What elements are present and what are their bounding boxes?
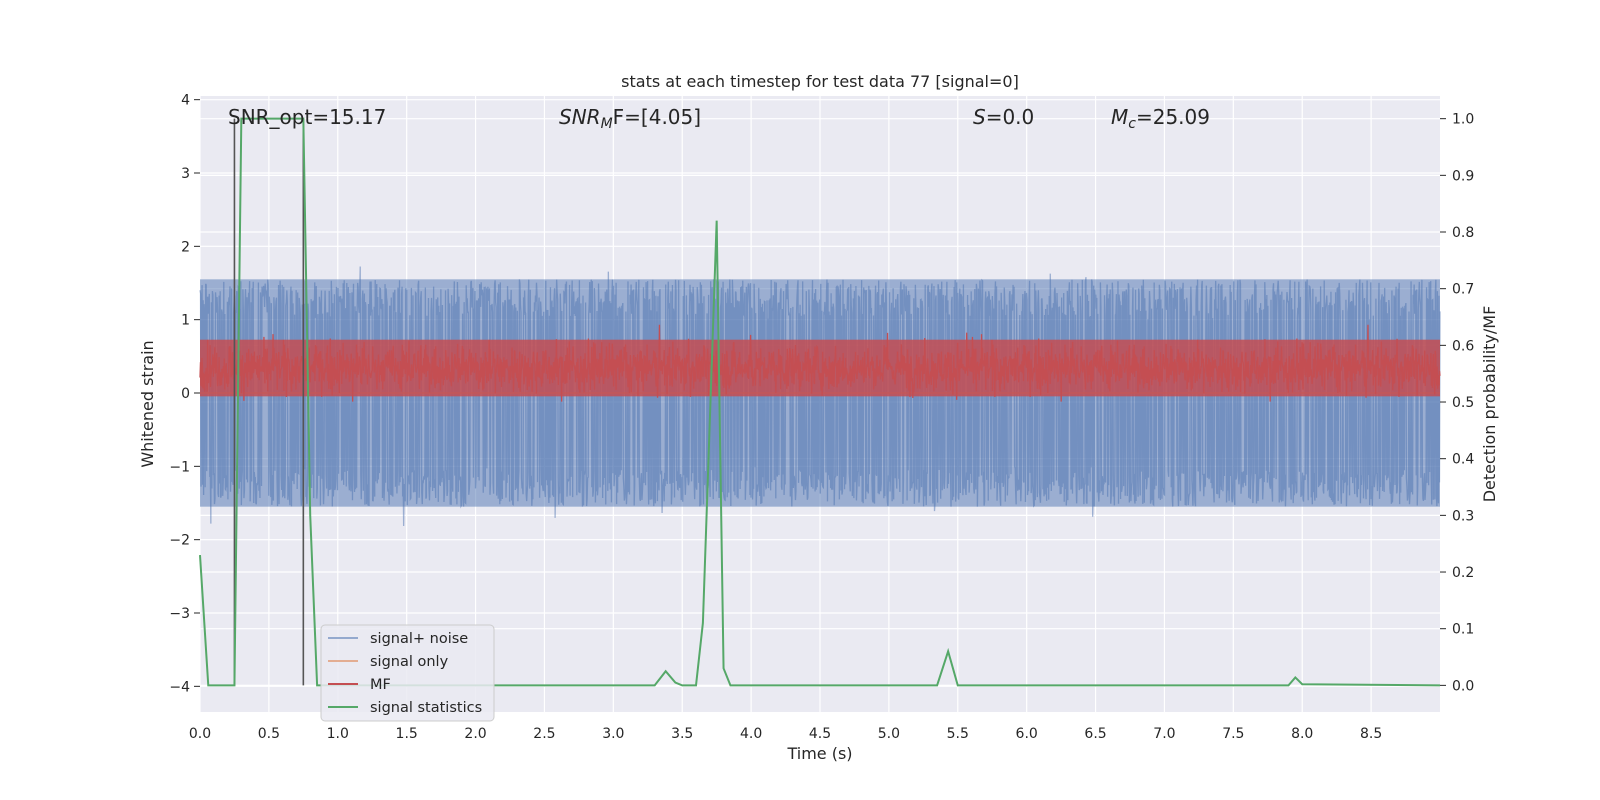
y-tick-label-left: −1 [169,459,190,475]
legend-label-mf: MF [370,677,391,693]
x-axis-label: Time (s) [786,744,852,763]
x-tick-label: 7.0 [1153,726,1175,742]
y-tick-label-left: −2 [169,533,190,549]
x-tick-label: 5.0 [878,726,900,742]
y-tick-label-right: 0.9 [1452,168,1474,184]
y-tick-label-right: 0.2 [1452,565,1474,581]
annotation-s: S=0.0 [973,105,1034,129]
chart-title: stats at each timestep for test data 77 … [621,72,1019,91]
legend: signal+ noise signal only MF signal stat… [320,624,495,722]
x-tick-label: 5.5 [947,726,969,742]
y-ticks-left: −4 −3 −2 −1 0 1 2 3 4 [169,93,200,695]
y-tick-label-right: 0.0 [1452,678,1474,694]
y-tick-label-left: 3 [181,166,190,182]
x-tick-label: 6.0 [1016,726,1038,742]
signal-statistics-line [199,117,1441,687]
series-mf [199,324,1441,402]
vertical-lines [233,118,305,686]
y-tick-label-right: 0.3 [1452,508,1474,524]
y-tick-label-left: −3 [169,606,190,622]
y-tick-label-left: 0 [181,386,190,402]
y-tick-label-right: 0.5 [1452,395,1474,411]
x-tick-label: 0.5 [258,726,280,742]
y-tick-label-right: 0.7 [1452,282,1474,298]
x-ticks: 0.0 0.5 1.0 1.5 2.0 2.5 3.0 3.5 4.0 4.5 5.0 5.5 6.0 6… [189,726,1382,742]
x-tick-label: 3.5 [671,726,693,742]
x-tick-label: 1.0 [327,726,349,742]
y-tick-label-right: 1.0 [1452,112,1474,128]
legend-label-signal-only: signal only [370,654,449,670]
y-tick-label-right: 0.4 [1452,452,1474,468]
y-tick-label-right: 0.8 [1452,225,1474,241]
y-tick-label-right: 0.1 [1452,622,1474,638]
y-tick-label-left: −4 [169,679,190,695]
y-tick-label-left: 1 [181,313,190,329]
annotation-snr-mf: SNRMF=[4.05] [559,105,701,132]
x-tick-label: 3.0 [602,726,624,742]
x-tick-label: 1.5 [396,726,418,742]
mf-line [199,324,1441,402]
series-signal-statistics [199,117,1441,687]
x-tick-label: 2.5 [533,726,555,742]
annotation-mc: Mc=25.09 [1111,105,1210,132]
y-tick-label-right: 0.6 [1452,338,1474,354]
x-tick-label: 7.5 [1222,726,1244,742]
legend-box [320,624,495,722]
y-axis-label-right: Detection probability/MF [1480,306,1499,503]
y-tick-label-left: 4 [181,93,190,109]
x-tick-label: 8.0 [1291,726,1313,742]
legend-label-signal-noise: signal+ noise [370,631,468,647]
x-tick-label: 6.5 [1084,726,1106,742]
x-tick-label: 2.0 [464,726,486,742]
x-tick-label: 4.5 [809,726,831,742]
legend-label-signal-statistics: signal statistics [370,700,482,716]
mf-band [200,339,1440,397]
signal-noise-line [199,266,1441,526]
y-ticks-right: 0.0 0.1 0.2 0.3 0.4 0.5 0.6 0.7 0.8 0.9 1.0 [1440,112,1474,694]
x-tick-label: 0.0 [189,726,211,742]
x-tick-label: 4.0 [740,726,762,742]
y-axis-label-left: Whitened strain [138,340,157,467]
x-tick-label: 8.5 [1360,726,1382,742]
y-tick-label-left: 2 [181,239,190,255]
annotation-snr-opt: SNR_opt=15.17 [228,105,386,129]
